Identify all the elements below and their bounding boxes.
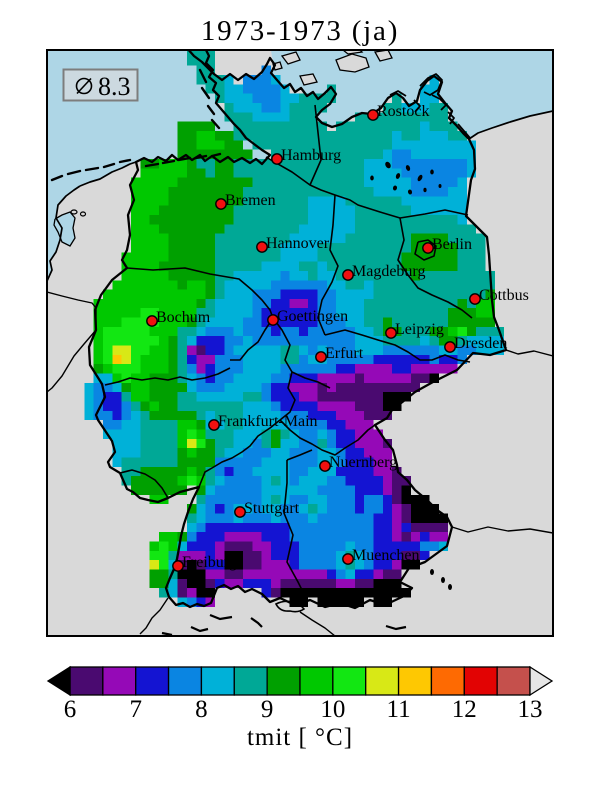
svg-text:Rostock: Rostock — [377, 103, 429, 120]
svg-text:Bochum: Bochum — [156, 309, 211, 326]
svg-text:Hannover: Hannover — [266, 235, 330, 252]
svg-text:10: 10 — [320, 696, 345, 723]
svg-text:Cottbus: Cottbus — [479, 287, 529, 304]
svg-text:Dresden: Dresden — [454, 335, 507, 352]
svg-text:Hamburg: Hamburg — [281, 147, 341, 164]
svg-text:8: 8 — [195, 696, 208, 723]
svg-text:Stuttgart: Stuttgart — [244, 500, 300, 517]
svg-text:Frankfurt-Main: Frankfurt-Main — [218, 413, 318, 430]
svg-text:Erfurt: Erfurt — [325, 345, 364, 362]
svg-text:9: 9 — [261, 696, 274, 723]
svg-text:Goettingen: Goettingen — [277, 308, 348, 325]
svg-text:11: 11 — [387, 696, 411, 723]
svg-text:7: 7 — [129, 696, 142, 723]
svg-text:6: 6 — [64, 696, 77, 723]
svg-text:Leipzig: Leipzig — [395, 321, 444, 338]
svg-text:Magdeburg: Magdeburg — [352, 263, 425, 280]
svg-text:tmit [ °C]: tmit [ °C] — [247, 724, 353, 751]
svg-text:13: 13 — [518, 696, 543, 723]
svg-text:1973-1973 (ja): 1973-1973 (ja) — [201, 15, 399, 47]
svg-text:Freiburg: Freiburg — [182, 554, 237, 571]
svg-text:Nuernberg: Nuernberg — [329, 454, 397, 471]
svg-text:Bremen: Bremen — [225, 192, 276, 209]
svg-text:8.3: 8.3 — [98, 72, 131, 101]
svg-text:12: 12 — [452, 696, 477, 723]
svg-text:Muenchen: Muenchen — [352, 547, 420, 564]
svg-text:Berlin: Berlin — [432, 236, 472, 253]
